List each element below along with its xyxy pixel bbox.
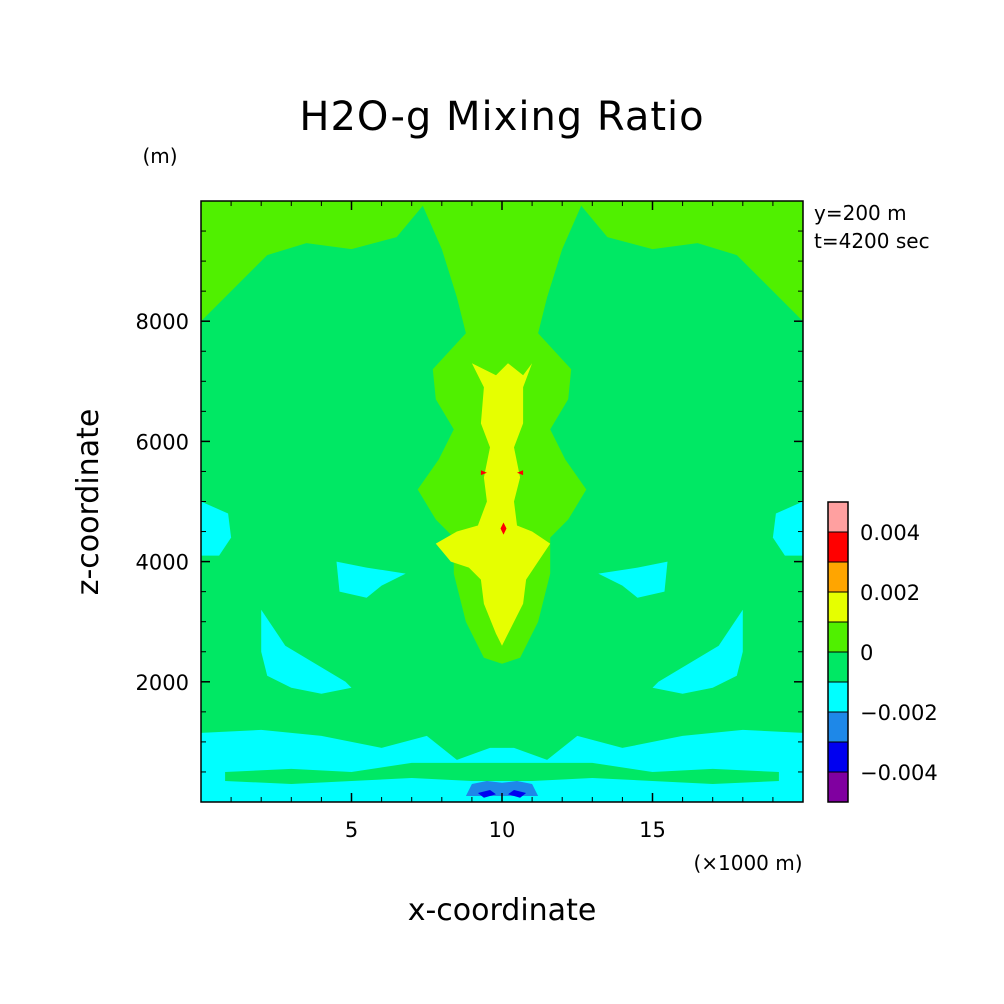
y-tick-label: 4000 bbox=[136, 551, 189, 575]
contour-region-mid-left-spot bbox=[480, 470, 487, 476]
contour-region-bottom-positive-strip bbox=[225, 762, 779, 784]
colorbar: −0.004 −0.002 0 0.002 0.004 bbox=[827, 501, 938, 803]
y-axis-label: z-coordinate bbox=[71, 409, 106, 596]
colorbar-swatch bbox=[827, 711, 849, 743]
colorbar-swatch bbox=[827, 561, 849, 593]
colorbar-swatch bbox=[827, 591, 849, 623]
colorbar-tick-label: −0.002 bbox=[860, 701, 938, 725]
x-tick-label: 5 bbox=[345, 818, 358, 842]
contour-region-left-mid-negative-2 bbox=[336, 561, 406, 598]
colorbar-swatch bbox=[827, 651, 849, 683]
annotation-t: t=4200 sec bbox=[814, 229, 930, 253]
annotation-y: y=200 m bbox=[814, 201, 907, 225]
colorbar-tick-label: 0.004 bbox=[860, 521, 920, 545]
x-tick-label: 10 bbox=[489, 818, 516, 842]
contour-region-left-edge-negative bbox=[201, 501, 232, 556]
contour-region-mid-right-spot bbox=[500, 522, 507, 535]
colorbar-frame bbox=[827, 501, 849, 803]
contour-region-upper-right-positive bbox=[577, 201, 803, 322]
contour-region-bottom-deep-left bbox=[477, 790, 496, 798]
x-unit-label: (×1000 m) bbox=[693, 851, 802, 875]
contour-region-upper-left-positive bbox=[201, 201, 427, 322]
y-tick-label: 8000 bbox=[136, 310, 189, 334]
colorbar-tick-label: −0.004 bbox=[860, 761, 938, 785]
chart-title: H2O-g Mixing Ratio bbox=[299, 94, 704, 140]
colorbar-swatch bbox=[827, 501, 849, 533]
colorbar-swatch bbox=[827, 621, 849, 653]
contour-region-bottom-deep-right bbox=[508, 790, 527, 798]
colorbar-tick-label: 0.002 bbox=[860, 581, 920, 605]
contour-region-left-mid-negative bbox=[261, 609, 352, 694]
x-axis-label: x-coordinate bbox=[408, 893, 597, 928]
colorbar-swatch bbox=[827, 531, 849, 563]
contour-region-right-mid-negative bbox=[652, 609, 743, 694]
contour-region-right-mid-negative-2 bbox=[598, 561, 668, 598]
contour-region-right-edge-negative bbox=[772, 501, 803, 556]
contour-region-mid-right-spot-2 bbox=[517, 470, 524, 476]
contour-region-plume-core-positive bbox=[435, 363, 551, 646]
colorbar-tick-label: 0 bbox=[860, 641, 873, 665]
x-tick-label: 15 bbox=[639, 818, 666, 842]
y-unit-label: (m) bbox=[142, 144, 177, 168]
colorbar-swatch bbox=[827, 771, 849, 803]
colorbar-swatch bbox=[827, 741, 849, 773]
y-tick-label: 2000 bbox=[136, 671, 189, 695]
y-tick-label: 6000 bbox=[136, 430, 189, 454]
axis-ticks: 5 10 15 2000 4000 6000 8000 bbox=[136, 201, 803, 842]
colorbar-swatch bbox=[827, 681, 849, 713]
plot-area bbox=[200, 200, 804, 803]
